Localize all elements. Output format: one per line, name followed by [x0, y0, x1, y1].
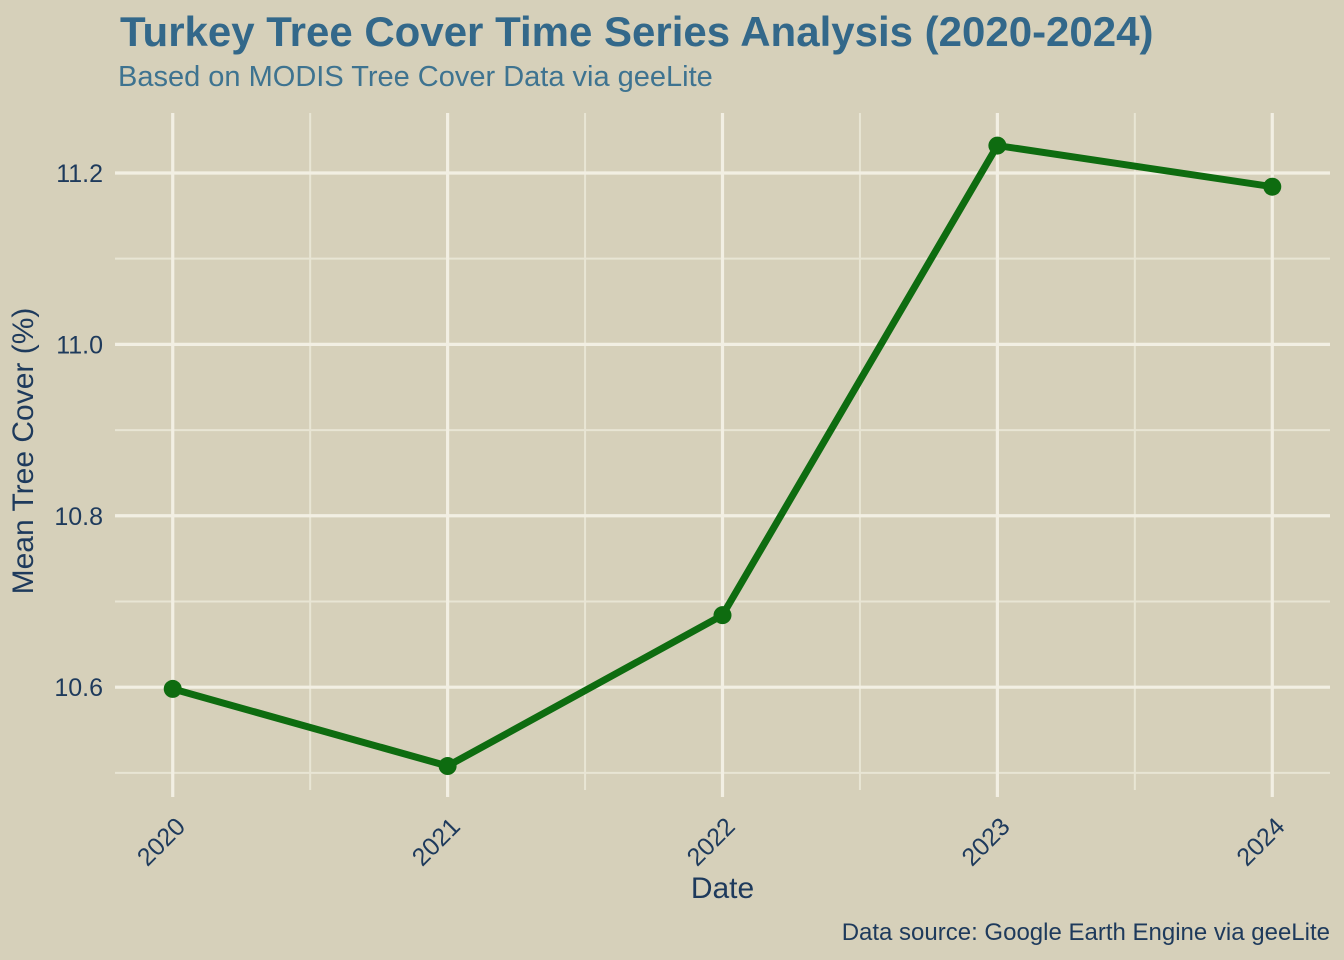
data-point	[163, 679, 182, 698]
y-tick-label: 10.6	[54, 674, 103, 702]
y-tick-label: 10.8	[54, 503, 103, 531]
y-tick-label: 11.0	[56, 331, 103, 359]
chart-title: Turkey Tree Cover Time Series Analysis (…	[120, 8, 1154, 55]
data-point	[988, 136, 1007, 155]
data-point	[1263, 177, 1282, 196]
x-axis-title: Date	[690, 872, 755, 905]
data-point	[438, 757, 457, 776]
x-tick-label: 2020	[132, 812, 191, 871]
chart-subtitle: Based on MODIS Tree Cover Data via geeLi…	[118, 61, 713, 93]
x-tick-label: 2021	[407, 812, 466, 871]
x-tick-label: 2023	[956, 812, 1015, 871]
data-source-caption: Data source: Google Earth Engine via gee…	[841, 919, 1330, 946]
data-point	[713, 606, 732, 625]
y-tick-label: 11.2	[56, 160, 103, 188]
x-tick-label: 2022	[682, 812, 741, 871]
x-tick-label: 2024	[1231, 812, 1290, 871]
y-axis-title: Mean Tree Cover (%)	[7, 307, 40, 595]
